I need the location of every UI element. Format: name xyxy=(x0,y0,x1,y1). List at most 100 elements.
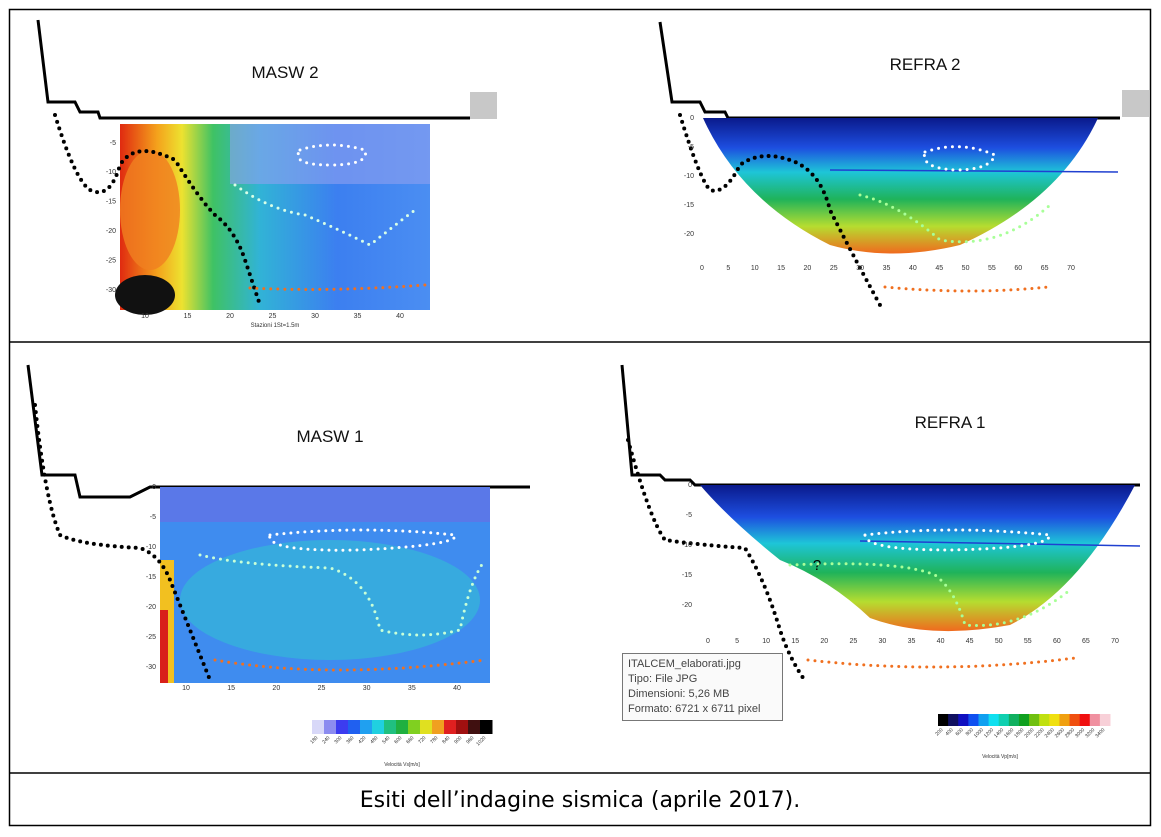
colorbar-label: 180 xyxy=(309,735,319,745)
colorbar-swatch xyxy=(336,720,349,734)
colorbar-label: 2200 xyxy=(1034,727,1046,739)
colorbar-label: 1600 xyxy=(1003,727,1015,739)
y-tick-label: -5 xyxy=(150,514,156,521)
x-tick-label: 15 xyxy=(227,685,235,692)
x-tick-label: 15 xyxy=(184,313,192,320)
colorbar-swatch xyxy=(408,720,421,734)
colorbar-label: 2400 xyxy=(1044,727,1056,739)
x-tick-label: 35 xyxy=(354,313,362,320)
colorbar-swatch xyxy=(456,720,469,734)
colorbar-swatch xyxy=(1039,714,1050,726)
x-tick-label: 5 xyxy=(726,265,730,272)
x-tick-label: 60 xyxy=(1053,638,1061,645)
y-tick-label: -10 xyxy=(146,544,156,551)
x-tick-label: 10 xyxy=(751,265,759,272)
colorbar-swatch xyxy=(1019,714,1030,726)
y-tick-label: -5 xyxy=(110,140,116,147)
colorbar-swatch xyxy=(968,714,979,726)
colorbar-label: 420 xyxy=(357,735,367,745)
colorbar-label: 3400 xyxy=(1094,727,1106,739)
annotation: ? xyxy=(813,557,821,574)
y-tick-label: -5 xyxy=(688,144,694,151)
colorbar-swatch xyxy=(396,720,409,734)
x-tick-label: 35 xyxy=(408,685,416,692)
colorbar-swatch xyxy=(444,720,457,734)
colorbar-swatch xyxy=(1070,714,1081,726)
colorbar-label: 200 xyxy=(934,727,944,737)
y-tick-label: -5 xyxy=(686,512,692,519)
x-tick-label: 20 xyxy=(804,265,812,272)
y-tick-label: -30 xyxy=(106,287,116,294)
colorbar-label: 780 xyxy=(429,735,439,745)
x-tick-label: 25 xyxy=(849,638,857,645)
caption: Esiti dell’indagine sismica (aprile 2017… xyxy=(360,788,801,813)
x-tick-label: 35 xyxy=(883,265,891,272)
figure: MASW 2 Stazioni 1St=1.5m REFRA 2 MASW 1 … xyxy=(0,0,1161,837)
x-tick-label: 35 xyxy=(908,638,916,645)
colorbar-swatch xyxy=(372,720,385,734)
x-tick-label: 30 xyxy=(363,685,371,692)
x-tick-label: 65 xyxy=(1041,265,1049,272)
y-tick-label: 0 xyxy=(690,115,694,122)
x-tick-label: 15 xyxy=(777,265,785,272)
colorbar-label: 240 xyxy=(321,735,331,745)
y-tick-label: -15 xyxy=(146,574,156,581)
x-tick-label: 0 xyxy=(706,638,710,645)
colorbar-swatch xyxy=(1049,714,1060,726)
tooltip-line: ITALCEM_elaborati.jpg xyxy=(628,658,741,670)
colorbar-label: 1400 xyxy=(993,727,1005,739)
y-tick-label: -10 xyxy=(106,169,116,176)
y-tick-label: -15 xyxy=(682,572,692,579)
colorbar-title: Velocità Vs[m/s] xyxy=(384,762,420,768)
colorbar-swatch xyxy=(312,720,325,734)
colorbar-label: 1020 xyxy=(475,735,487,747)
panel-title: REFRA 1 xyxy=(915,413,986,432)
y-tick-label: -15 xyxy=(106,199,116,206)
colorbar-swatch xyxy=(348,720,361,734)
x-tick-label: 50 xyxy=(995,638,1003,645)
x-tick-label: 60 xyxy=(1014,265,1022,272)
x-tick-label: 15 xyxy=(791,638,799,645)
x-tick-label: 30 xyxy=(311,313,319,320)
colorbar-swatch xyxy=(468,720,481,734)
colorbar-label: 2600 xyxy=(1054,727,1066,739)
x-tick-label: 40 xyxy=(396,313,404,320)
y-tick-label: -20 xyxy=(682,602,692,609)
velocity-map xyxy=(700,485,1135,631)
x-tick-label: 70 xyxy=(1111,638,1119,645)
colorbar-swatch xyxy=(1080,714,1091,726)
colorbar-swatch xyxy=(978,714,989,726)
y-tick-label: -25 xyxy=(146,634,156,641)
x-tick-label: 25 xyxy=(830,265,838,272)
x-tick-label: 55 xyxy=(988,265,996,272)
x-tick-label: 10 xyxy=(762,638,770,645)
colorbar-swatch xyxy=(384,720,397,734)
x-tick-label: 20 xyxy=(272,685,280,692)
x-tick-label: 20 xyxy=(226,313,234,320)
colorbar-label: 3000 xyxy=(1074,727,1086,739)
colorbar-label: 960 xyxy=(465,735,475,745)
colorbar-label: 2000 xyxy=(1023,727,1035,739)
y-tick-label: -20 xyxy=(146,604,156,611)
y-tick-label: -20 xyxy=(106,228,116,235)
panel-masw1: MASW 1 Velocità Vs[m/s] xyxy=(28,365,530,768)
y-tick-label: 0 xyxy=(688,482,692,489)
colorbar-label: 400 xyxy=(944,727,954,737)
tooltip-line: Formato: 6721 x 6711 pixel xyxy=(628,703,760,715)
colorbar-label: 480 xyxy=(369,735,379,745)
x-tick-label: 25 xyxy=(318,685,326,692)
x-tick-label: 10 xyxy=(141,313,149,320)
colorbar-swatch xyxy=(420,720,433,734)
x-tick-label: 40 xyxy=(453,685,461,692)
y-tick-label: -25 xyxy=(106,257,116,264)
panel-refra2: REFRA 2 xyxy=(660,22,1149,305)
colorbar-label: 840 xyxy=(441,735,451,745)
colorbar-swatch xyxy=(938,714,949,726)
colorbar-swatch xyxy=(324,720,337,734)
x-tick-label: 65 xyxy=(1082,638,1090,645)
panel-title: MASW 2 xyxy=(251,63,318,82)
y-tick-label: -10 xyxy=(682,542,692,549)
tooltip-line: Tipo: File JPG xyxy=(628,673,697,685)
colorbar-swatch xyxy=(989,714,1000,726)
colorbar-swatch xyxy=(999,714,1010,726)
